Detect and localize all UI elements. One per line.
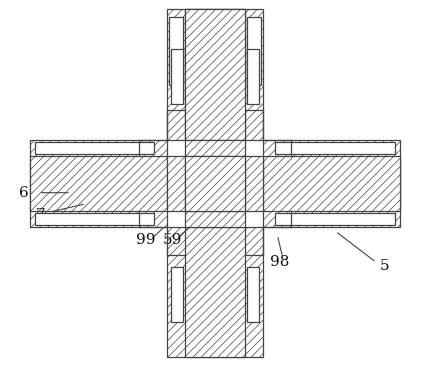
Bar xyxy=(171,267,183,322)
Text: 7: 7 xyxy=(36,208,46,222)
Bar xyxy=(35,142,154,154)
Bar xyxy=(245,156,263,211)
Bar xyxy=(167,9,263,140)
Bar xyxy=(247,17,261,85)
Bar xyxy=(247,49,259,104)
Bar xyxy=(171,49,183,104)
Text: 98: 98 xyxy=(270,255,289,269)
Bar xyxy=(247,267,259,322)
Bar xyxy=(185,9,245,140)
Bar xyxy=(185,140,245,156)
Bar xyxy=(185,211,245,227)
Text: 99: 99 xyxy=(136,233,156,247)
Bar xyxy=(167,156,185,211)
Bar xyxy=(30,156,167,211)
Bar xyxy=(169,17,183,85)
Bar xyxy=(185,227,245,357)
Bar xyxy=(263,140,400,227)
Bar xyxy=(275,142,395,154)
Text: 6: 6 xyxy=(19,186,28,200)
Bar xyxy=(30,140,167,227)
Text: 59: 59 xyxy=(162,233,182,247)
Bar xyxy=(185,156,245,211)
Bar xyxy=(275,213,395,225)
Bar xyxy=(35,213,154,225)
Bar xyxy=(185,9,245,140)
Bar xyxy=(167,227,263,357)
Text: 5: 5 xyxy=(380,259,390,273)
Bar xyxy=(263,156,400,211)
